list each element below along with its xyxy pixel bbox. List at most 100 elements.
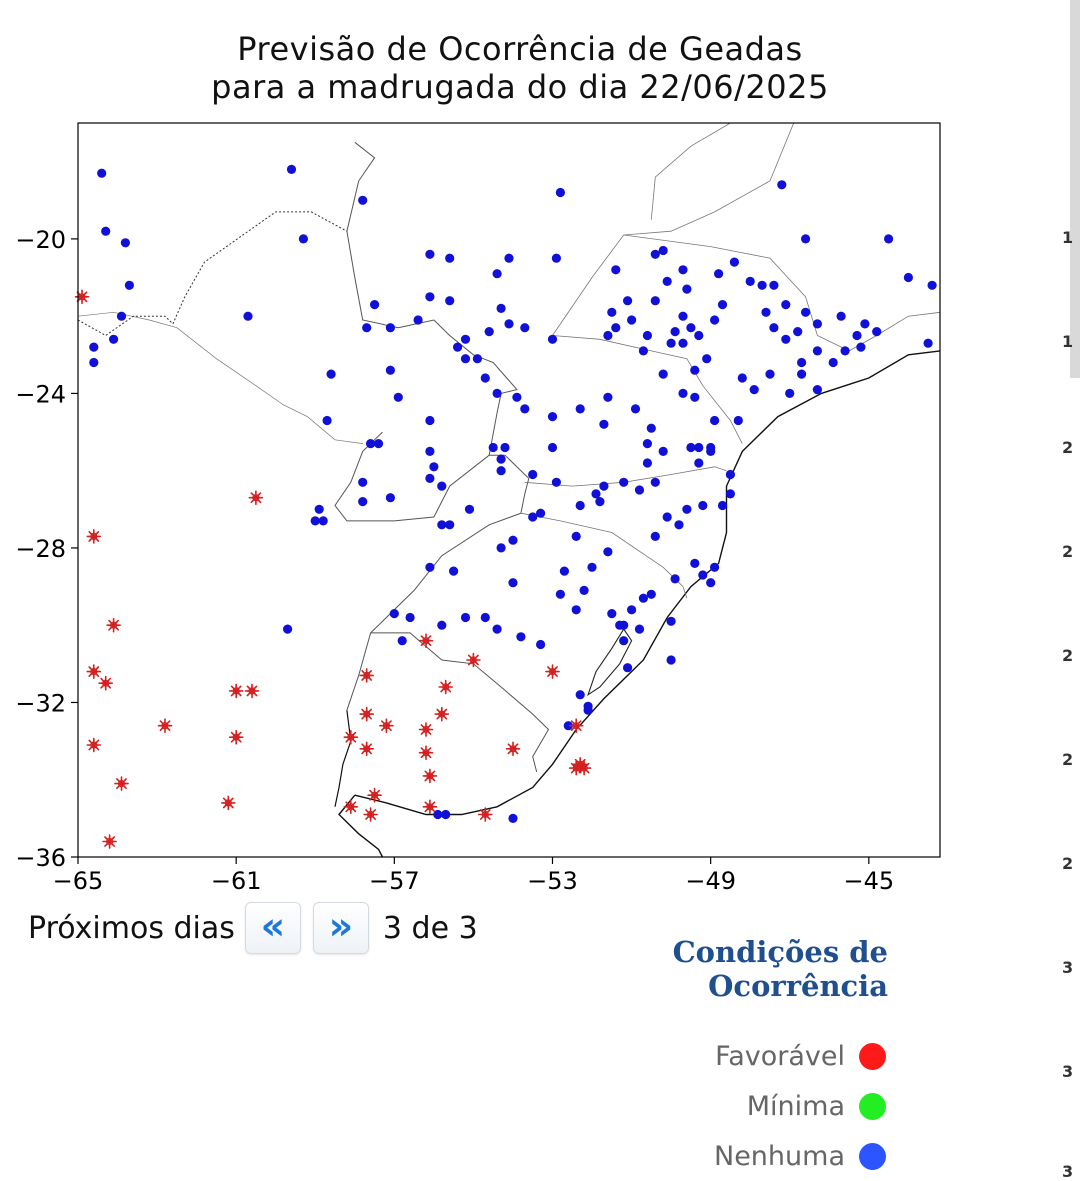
plot-frame [77,122,941,858]
adjacent-panel-fragment: 3 [1062,1062,1074,1081]
station-nenhuma-marker [358,195,368,205]
adjacent-panel-fragment: 1 [1062,228,1074,247]
station-nenhuma-marker [603,547,613,557]
state-mg-rj [876,311,941,336]
station-nenhuma-marker [927,280,937,290]
station-nenhuma-marker [536,639,546,650]
station-nenhuma-marker [599,419,609,429]
station-nenhuma-marker [373,439,384,449]
double-chevron-left-icon: « [260,904,286,948]
double-chevron-right-icon: » [328,904,354,948]
station-favoravel-marker [568,718,584,734]
map-title-line-2: para a madrugada do dia 22/06/2025 [211,68,829,106]
station-nenhuma-marker [793,327,803,337]
station-nenhuma-marker [575,500,585,511]
station-nenhuma-marker [706,578,716,588]
station-nenhuma-marker [425,249,435,259]
station-nenhuma-marker [658,245,668,256]
station-nenhuma-marker [520,323,530,333]
station-favoravel-marker [102,834,117,849]
station-favoravel-marker [576,760,592,776]
station-favoravel-marker [466,652,481,668]
station-nenhuma-marker [650,249,660,259]
station-nenhuma-marker [393,392,403,402]
station-nenhuma-marker [761,307,771,317]
legend-item-nenhuma: Nenhuma [520,1131,890,1181]
station-nenhuma-marker [607,609,617,619]
station-nenhuma-marker [547,442,558,453]
station-nenhuma-marker [425,473,435,483]
station-nenhuma-marker [666,655,676,665]
station-nenhuma-marker [496,466,506,476]
station-nenhuma-marker [385,493,395,503]
station-nenhuma-marker [650,477,660,487]
station-nenhuma-marker [314,504,324,514]
adjacent-panel-fragment: 2 [1062,542,1074,561]
station-nenhuma-marker [812,319,823,329]
station-nenhuma-marker [583,705,593,715]
station-favoravel-marker [505,741,521,757]
station-favoravel-marker [434,706,450,722]
state-sc-rs [520,512,688,599]
station-nenhuma-marker [646,589,656,599]
uruguay-river-upper [346,632,372,711]
coastline [354,350,941,816]
station-favoravel-marker [477,807,493,822]
station-nenhuma-marker [690,558,700,569]
adjacent-panel-edge [1070,0,1080,378]
station-nenhuma-marker [725,469,736,480]
station-nenhuma-marker [662,512,672,522]
station-nenhuma-marker [508,813,518,824]
blue-dot-icon [859,1142,886,1170]
previous-day-button[interactable]: « [244,902,301,954]
station-favoravel-marker [418,633,434,649]
station-nenhuma-marker [619,477,629,487]
station-favoravel-marker [359,706,375,722]
station-nenhuma-marker [678,338,688,348]
station-nenhuma-marker [678,388,688,398]
station-nenhuma-marker [690,392,700,402]
x-tick-label: −65 [53,867,104,895]
station-nenhuma-marker [551,477,562,487]
argentina-provinces-1 [77,311,363,444]
station-nenhuma-marker [516,632,526,642]
station-favoravel-marker [244,683,260,699]
station-nenhuma-marker [666,338,676,348]
station-nenhuma-marker [682,504,692,514]
station-nenhuma-marker [698,570,708,580]
station-nenhuma-marker [397,636,407,646]
station-nenhuma-marker [370,300,380,310]
station-nenhuma-marker [872,327,882,337]
station-nenhuma-marker [472,354,482,364]
station-nenhuma-marker [801,307,811,317]
station-nenhuma-marker [638,346,649,356]
station-nenhuma-marker [492,624,502,634]
station-nenhuma-marker [923,338,933,348]
station-nenhuma-marker [769,280,779,290]
paraguay-river [334,431,490,522]
next-day-button[interactable]: » [312,902,369,954]
state-ms-sp [552,122,795,336]
station-nenhuma-marker [619,636,629,646]
station-nenhuma-marker [694,458,704,468]
station-nenhuma-marker [453,342,463,352]
station-nenhuma-marker [460,354,471,364]
station-nenhuma-marker [638,593,649,603]
station-nenhuma-marker [642,458,653,468]
station-nenhuma-marker [488,442,498,453]
station-nenhuma-marker [634,485,645,495]
station-nenhuma-marker [492,269,502,279]
bolivia-argentina-border [77,315,174,337]
station-nenhuma-marker [749,385,759,395]
station-nenhuma-marker [670,574,680,584]
map-borders [77,122,941,858]
station-nenhuma-marker [662,276,672,286]
station-favoravel-marker [422,799,438,815]
station-nenhuma-marker [575,690,585,700]
station-nenhuma-marker [445,296,455,306]
station-nenhuma-marker [591,489,601,499]
station-nenhuma-marker [785,388,795,398]
station-nenhuma-marker [717,300,728,310]
station-nenhuma-marker [358,477,368,487]
station-nenhuma-marker [366,439,376,449]
